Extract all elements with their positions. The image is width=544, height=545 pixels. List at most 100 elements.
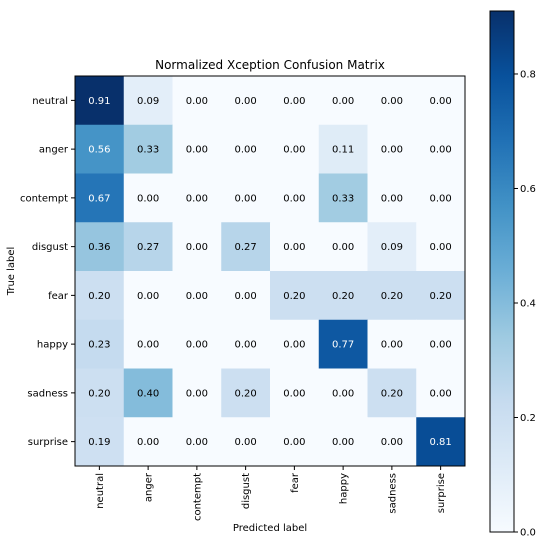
heatmap-cell xyxy=(270,76,320,126)
cell-value-label: 0.00 xyxy=(332,388,354,399)
cell-value-label: 0.00 xyxy=(234,340,256,351)
colorbar-tick-label: 0.2 xyxy=(520,413,536,424)
heatmap-cell xyxy=(416,124,466,174)
cell-value-label: 0.00 xyxy=(283,96,305,107)
heatmap-cell xyxy=(367,417,417,467)
cell-value-label: 0.00 xyxy=(234,145,256,156)
heatmap-cell xyxy=(172,319,222,369)
cell-value-label: 0.00 xyxy=(234,291,256,302)
x-axis-ticks: neutral anger contempt disgust fear happy sadn… xyxy=(95,466,447,521)
x-tick-label: contempt xyxy=(192,473,203,521)
heatmap-cell xyxy=(75,417,125,467)
y-tick-label: fear xyxy=(48,291,69,302)
cell-value-label: 0.00 xyxy=(381,340,403,351)
cell-value-label: 0.20 xyxy=(88,291,110,302)
cell-value-label: 0.20 xyxy=(429,291,451,302)
cell-value-label: 0.00 xyxy=(234,193,256,204)
heatmap-cell xyxy=(123,271,173,321)
cell-value-label: 0.00 xyxy=(234,437,256,448)
heatmap-cell xyxy=(172,417,222,467)
heatmap-cell xyxy=(270,271,320,321)
cell-value-label: 0.81 xyxy=(429,437,451,448)
cell-value-label: 0.00 xyxy=(381,193,403,204)
heatmap-cell xyxy=(172,173,222,223)
heatmap-cell xyxy=(221,271,271,321)
cell-value-label: 0.00 xyxy=(381,437,403,448)
heatmap-cell xyxy=(367,124,417,174)
cell-value-label: 0.00 xyxy=(283,145,305,156)
cell-value-label: 0.00 xyxy=(429,340,451,351)
cell-value-label: 0.20 xyxy=(88,388,110,399)
heatmap-cell xyxy=(270,417,320,467)
cell-value-label: 0.00 xyxy=(137,193,159,204)
heatmap-cell xyxy=(416,319,466,369)
heatmap-cell xyxy=(221,76,271,126)
cell-value-label: 0.91 xyxy=(88,96,110,107)
cell-value-label: 0.00 xyxy=(283,193,305,204)
y-tick-label: sadness xyxy=(27,388,68,399)
cell-value-label: 0.33 xyxy=(137,145,159,156)
cell-value-label: 0.00 xyxy=(186,437,208,448)
cell-value-label: 0.00 xyxy=(283,388,305,399)
heatmap-cell xyxy=(75,222,125,272)
cell-value-label: 0.20 xyxy=(381,388,403,399)
colorbar-tick-label: 0.4 xyxy=(520,298,536,309)
cell-value-label: 0.20 xyxy=(234,388,256,399)
cell-value-label: 0.00 xyxy=(381,96,403,107)
x-tick-label: neutral xyxy=(95,473,106,509)
heatmap-cell xyxy=(123,222,173,272)
x-tick-label: surprise xyxy=(436,473,447,513)
y-tick-label: surprise xyxy=(28,437,68,448)
heatmap-cell xyxy=(75,173,125,223)
cell-value-label: 0.00 xyxy=(234,96,256,107)
heatmap-cell xyxy=(123,173,173,223)
cell-value-label: 0.00 xyxy=(186,242,208,253)
cell-value-label: 0.20 xyxy=(381,291,403,302)
heatmap-cell xyxy=(221,222,271,272)
cell-value-label: 0.00 xyxy=(283,340,305,351)
colorbar-ticks: 0.0 0.2 0.4 0.6 0.8 xyxy=(514,69,536,539)
heatmap-cell xyxy=(123,124,173,174)
cell-value-label: 0.00 xyxy=(186,388,208,399)
heatmap-cell xyxy=(221,368,271,418)
cell-value-label: 0.00 xyxy=(283,242,305,253)
heatmap-cell xyxy=(416,271,466,321)
heatmap-cell xyxy=(318,319,368,369)
heatmap-cell xyxy=(416,368,466,418)
heatmap-cell xyxy=(318,222,368,272)
cell-value-label: 0.09 xyxy=(381,242,403,253)
x-tick-label: disgust xyxy=(241,473,252,509)
cell-value-label: 0.77 xyxy=(332,340,354,351)
heatmap-cell xyxy=(318,368,368,418)
colorbar-tick-label: 0.8 xyxy=(520,69,536,80)
heatmap-cell xyxy=(367,368,417,418)
heatmap-cell xyxy=(270,319,320,369)
heatmap-cell xyxy=(270,222,320,272)
heatmap-cell xyxy=(123,76,173,126)
heatmap-cell xyxy=(416,417,466,467)
y-tick-label: contempt xyxy=(20,193,68,204)
heatmap-cell xyxy=(172,124,222,174)
y-axis-label: True label xyxy=(6,247,17,297)
heatmap-cell xyxy=(367,319,417,369)
heatmap-cell xyxy=(367,76,417,126)
heatmap-cell xyxy=(416,173,466,223)
cell-value-label: 0.00 xyxy=(332,242,354,253)
cell-value-label: 0.27 xyxy=(234,242,256,253)
heatmap-cell xyxy=(123,368,173,418)
x-tick-label: happy xyxy=(339,473,350,504)
heatmap-cell xyxy=(318,76,368,126)
heatmap-cell xyxy=(221,124,271,174)
cell-value-label: 0.56 xyxy=(88,145,110,156)
chart-title: Normalized Xception Confusion Matrix xyxy=(155,58,385,72)
heatmap-cell xyxy=(318,173,368,223)
cell-value-label: 0.00 xyxy=(332,96,354,107)
cell-value-label: 0.00 xyxy=(137,340,159,351)
cell-value-label: 0.11 xyxy=(332,145,354,156)
cell-value-label: 0.36 xyxy=(88,242,110,253)
heatmap-cells: 0.91 0.09 0.00 0.00 0.00 0.00 0.00 0.00 0.56 0.33… xyxy=(75,76,466,467)
heatmap-cell xyxy=(318,271,368,321)
cell-value-label: 0.00 xyxy=(429,145,451,156)
cell-value-label: 0.00 xyxy=(186,145,208,156)
cell-value-label: 0.00 xyxy=(186,96,208,107)
